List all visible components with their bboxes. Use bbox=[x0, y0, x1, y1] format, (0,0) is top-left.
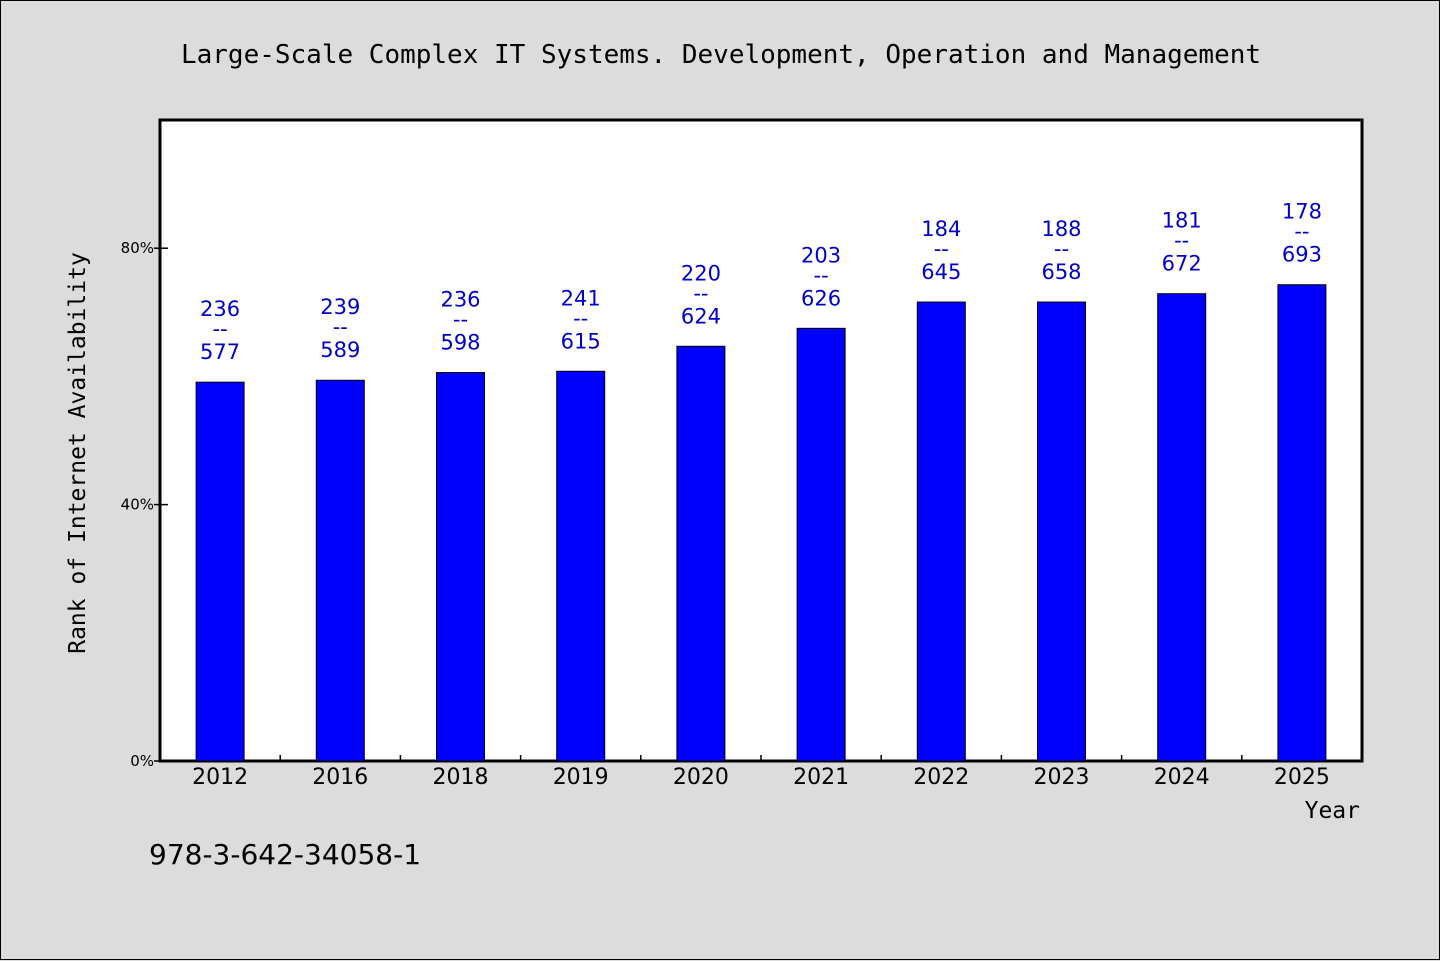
chart-title: Large-Scale Complex IT Systems. Developm… bbox=[181, 40, 1261, 70]
x-axis-label: Year bbox=[1305, 798, 1360, 824]
data-label-separator: -- bbox=[333, 315, 348, 339]
x-tick-label: 2022 bbox=[913, 765, 969, 790]
data-label-top: 236 bbox=[200, 297, 240, 321]
x-tick-label: 2024 bbox=[1154, 765, 1210, 790]
x-tick-label: 2018 bbox=[433, 765, 489, 790]
x-tick-label: 2021 bbox=[793, 765, 849, 790]
y-tick-label: 0% bbox=[130, 752, 154, 770]
data-label-bottom: 577 bbox=[200, 340, 240, 364]
bar-2022 bbox=[916, 301, 966, 762]
x-tick-label: 2023 bbox=[1034, 765, 1090, 790]
x-tick-label: 2020 bbox=[673, 765, 729, 790]
data-label-separator: -- bbox=[1054, 237, 1069, 261]
data-label-separator: -- bbox=[934, 237, 949, 261]
data-label-top: 236 bbox=[440, 288, 480, 312]
data-label-top: 188 bbox=[1041, 217, 1081, 241]
x-tick-label: 2012 bbox=[192, 765, 248, 790]
bar-2020 bbox=[676, 345, 726, 762]
x-tick-label: 2019 bbox=[553, 765, 609, 790]
data-label-separator: -- bbox=[1294, 220, 1309, 244]
x-tick-label: 2025 bbox=[1274, 765, 1330, 790]
data-label-top: 184 bbox=[921, 217, 961, 241]
data-label-top: 239 bbox=[320, 295, 360, 319]
y-axis-label: Rank of Internet Availability bbox=[65, 252, 91, 654]
bar-2025 bbox=[1277, 284, 1327, 762]
data-label-bottom: 598 bbox=[440, 331, 480, 355]
x-tick-label: 2016 bbox=[312, 765, 368, 790]
data-label-separator: -- bbox=[814, 263, 829, 287]
data-label-separator: -- bbox=[693, 281, 708, 305]
bar-2018 bbox=[436, 372, 485, 762]
bar-2024 bbox=[1157, 293, 1207, 762]
data-label-bottom: 589 bbox=[320, 338, 360, 362]
data-label-bottom: 693 bbox=[1282, 243, 1322, 267]
data-label-bottom: 615 bbox=[561, 329, 601, 353]
data-label-top: 220 bbox=[681, 261, 721, 285]
bar-2019 bbox=[556, 370, 606, 762]
data-label-bottom: 626 bbox=[801, 286, 841, 310]
data-label-bottom: 658 bbox=[1041, 260, 1081, 284]
data-label-top: 203 bbox=[801, 243, 841, 267]
data-label-separator: -- bbox=[213, 317, 228, 341]
data-label-separator: -- bbox=[573, 306, 588, 330]
data-label-separator: -- bbox=[453, 308, 468, 332]
data-label-bottom: 645 bbox=[921, 260, 961, 284]
bar-2021 bbox=[796, 327, 846, 762]
y-tick-label: 80% bbox=[121, 239, 154, 257]
data-label-bottom: 672 bbox=[1162, 252, 1202, 276]
data-label-top: 181 bbox=[1162, 209, 1202, 233]
y-tick-label: 40% bbox=[121, 496, 154, 514]
bar-2012 bbox=[195, 381, 245, 762]
bar-2023 bbox=[1037, 301, 1086, 762]
bar-2016 bbox=[315, 379, 365, 762]
data-label-top: 241 bbox=[561, 286, 601, 310]
footnote-isbn: 978-3-642-34058-1 bbox=[149, 838, 421, 871]
data-label-top: 178 bbox=[1282, 200, 1322, 224]
data-label-bottom: 624 bbox=[681, 304, 721, 328]
data-label-separator: -- bbox=[1174, 229, 1189, 253]
